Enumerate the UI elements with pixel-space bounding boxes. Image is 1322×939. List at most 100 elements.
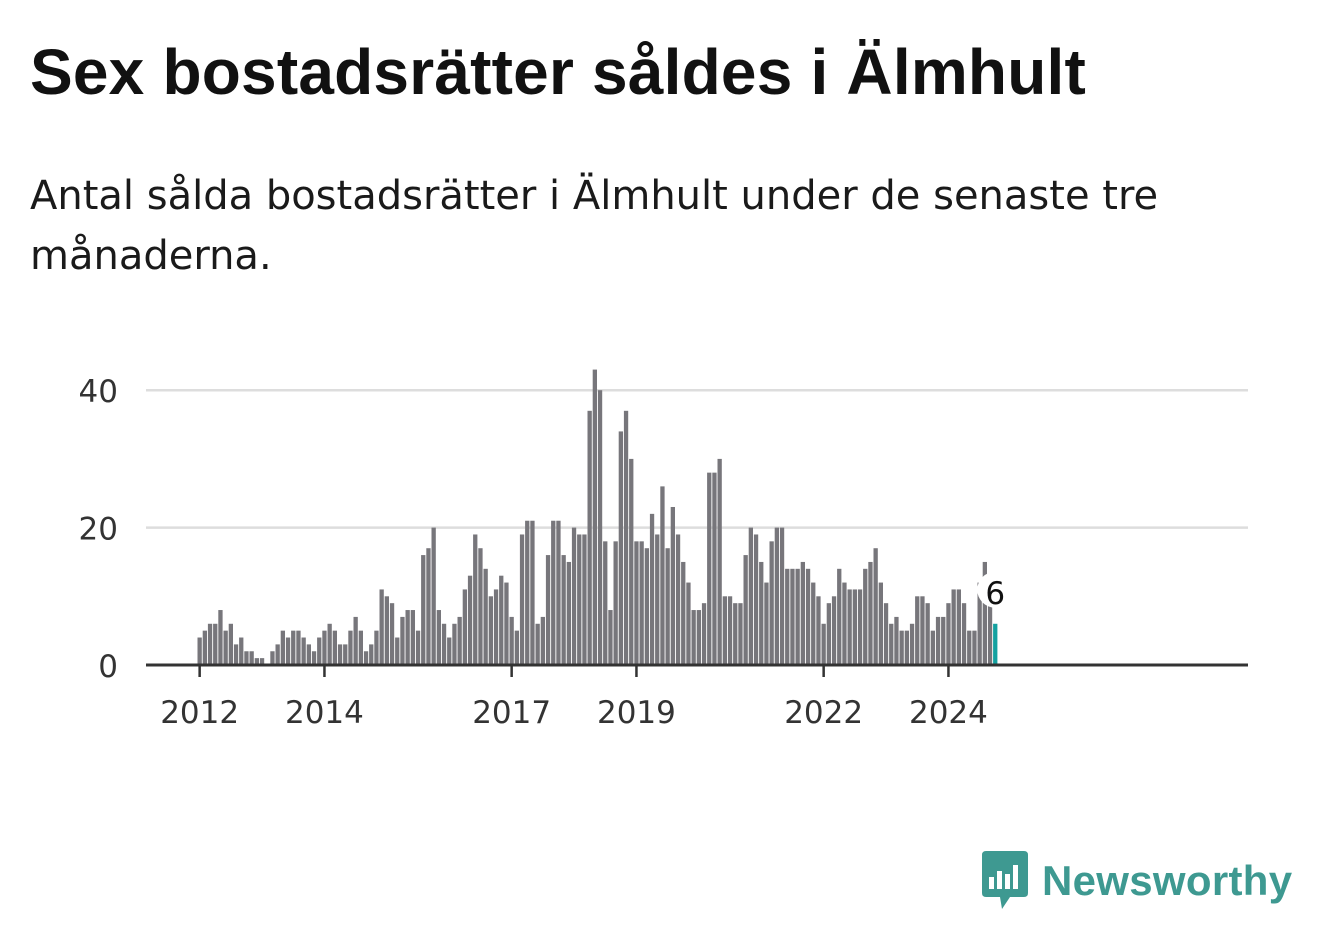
- bars: [197, 369, 998, 665]
- brand-name: Newsworthy: [1042, 857, 1293, 904]
- bar: [374, 630, 379, 665]
- bar: [519, 534, 525, 665]
- bar: [540, 616, 545, 665]
- bar: [722, 596, 727, 665]
- bar: [493, 589, 499, 665]
- bar: [551, 520, 556, 665]
- bar: [837, 568, 842, 665]
- bar: [525, 520, 530, 665]
- bar: [941, 616, 946, 665]
- bar: [987, 603, 993, 665]
- x-tick-label: 2024: [909, 695, 988, 731]
- bar: [400, 616, 405, 665]
- bar: [909, 623, 915, 665]
- bar: [327, 623, 332, 665]
- bar: [753, 534, 759, 665]
- bar: [499, 575, 504, 665]
- bar: [478, 548, 483, 665]
- bar: [915, 596, 920, 665]
- bar: [213, 623, 218, 665]
- bar: [717, 458, 722, 665]
- y-tick-label: 0: [98, 649, 118, 685]
- bar: [197, 637, 202, 665]
- bar: [712, 472, 717, 665]
- bar: [623, 410, 629, 665]
- bar: [233, 644, 239, 665]
- bar: [244, 651, 249, 665]
- bar: [514, 630, 519, 665]
- bar: [920, 596, 925, 665]
- bar: [800, 561, 805, 665]
- bar: [561, 555, 566, 665]
- bar: [597, 390, 603, 665]
- bar: [629, 458, 634, 665]
- bar: [857, 589, 863, 665]
- bar: [426, 548, 431, 665]
- bar: [509, 616, 514, 665]
- chart-title: Sex bostadsrätter såldes i Älmhult: [30, 36, 1087, 108]
- bar: [587, 410, 592, 665]
- bar: [488, 596, 493, 665]
- bar: [275, 644, 280, 665]
- bar: [608, 610, 613, 665]
- bar: [764, 582, 769, 665]
- bar: [447, 637, 452, 665]
- bar: [665, 548, 670, 665]
- bar: [389, 603, 395, 665]
- x-axis-ticks: 2012 2014 2017 2019 2022 2024: [160, 665, 988, 731]
- bar: [811, 582, 816, 665]
- bar: [691, 610, 696, 665]
- bar: [613, 541, 618, 665]
- annotation-bg: [977, 571, 1014, 608]
- bar: [701, 603, 707, 665]
- newsworthy-brand: Newsworthy: [980, 850, 1292, 912]
- bar: [681, 561, 686, 665]
- bar: [369, 644, 374, 665]
- bar: [556, 520, 561, 665]
- bar: [343, 644, 348, 665]
- bar: [686, 582, 691, 665]
- bar: [951, 589, 956, 665]
- y-axis-ticks: 0 20 40: [79, 374, 118, 685]
- bar: [577, 534, 582, 665]
- bar: [259, 658, 265, 665]
- bar: [384, 596, 389, 665]
- bar: [337, 644, 343, 665]
- bar: [977, 582, 982, 665]
- bar: [457, 616, 462, 665]
- bar: [530, 520, 535, 665]
- bar: [738, 603, 743, 665]
- bar: [207, 623, 213, 665]
- bar: [982, 561, 987, 665]
- bar: [935, 616, 941, 665]
- bar: [410, 610, 415, 665]
- bar: [421, 555, 426, 665]
- bar: [436, 610, 441, 665]
- bar: [670, 506, 675, 665]
- latest-value-label: 6: [985, 576, 1005, 612]
- bar: [545, 555, 551, 665]
- bar: [571, 527, 577, 665]
- bar: [483, 568, 488, 665]
- bar: [743, 555, 748, 665]
- y-tick-label: 40: [79, 374, 118, 410]
- bar: [769, 541, 774, 665]
- bar: [566, 561, 571, 665]
- bar: [779, 527, 785, 665]
- x-tick-label: 2022: [784, 695, 863, 731]
- bar: [925, 603, 930, 665]
- bar: [353, 616, 358, 665]
- bar: [462, 589, 467, 665]
- highlight-bar: [993, 623, 998, 665]
- bar: [202, 630, 207, 665]
- newsworthy-logo-icon: [982, 851, 1028, 909]
- bar: [842, 582, 847, 665]
- bar: [660, 486, 665, 665]
- bar: [603, 541, 608, 665]
- bar: [868, 561, 873, 665]
- bar: [821, 623, 826, 665]
- bar: [249, 651, 254, 665]
- x-tick-label: 2012: [160, 695, 239, 731]
- bar: [956, 589, 961, 665]
- bar: [816, 596, 821, 665]
